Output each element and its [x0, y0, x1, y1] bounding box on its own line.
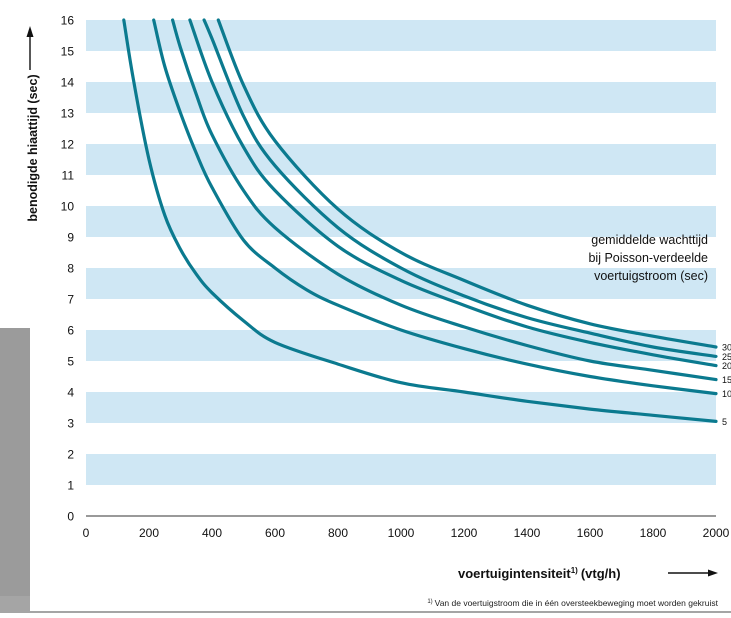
x-tick-label: 1600 — [577, 526, 604, 540]
legend-title-line-2: bij Poisson-verdeelde — [588, 251, 708, 265]
grid-band — [86, 144, 716, 175]
series-label-10: 10 — [722, 389, 731, 399]
series-label-30: 30 — [722, 343, 731, 353]
grid-band — [86, 268, 716, 299]
y-tick-label: 10 — [61, 200, 75, 214]
y-tick-label: 9 — [67, 231, 74, 245]
x-tick-label: 0 — [83, 526, 90, 540]
grid-band — [86, 82, 716, 113]
series-curve-10 — [152, 18, 718, 396]
y-tick-label: 16 — [61, 14, 75, 28]
series-label-20: 20 — [722, 361, 731, 371]
x-tick-label: 1000 — [388, 526, 415, 540]
grid-band — [86, 51, 716, 82]
grid-band — [86, 361, 716, 392]
footnote-mark: 1) — [427, 599, 432, 605]
x-tick-label: 1400 — [514, 526, 541, 540]
series-label-5: 5 — [722, 417, 727, 427]
grid-band — [86, 392, 716, 423]
footnote: 1) Van de voertuigstroom die in één overs… — [427, 598, 718, 608]
grid-band — [86, 330, 716, 361]
grid-band — [86, 423, 716, 454]
x-axis-arrow-icon — [708, 569, 718, 577]
grid-band — [86, 485, 716, 516]
y-tick-label: 13 — [61, 107, 75, 121]
x-tick-labels: 0 200 400 600 800 1000 1200 1400 1600 1800 2000 — [83, 526, 730, 540]
legend-title-line-3: voertuigstroom (sec) — [594, 269, 708, 283]
x-tick-label: 1800 — [640, 526, 667, 540]
x-tick-label: 200 — [139, 526, 159, 540]
series-curve-15 — [171, 18, 718, 382]
series-curve-30 — [216, 18, 718, 349]
x-axis-label-superscript: 1) — [571, 566, 578, 575]
y-tick-label: 7 — [67, 293, 74, 307]
y-tick-label: 5 — [67, 355, 74, 369]
x-axis-label-text: voertuigintensiteit — [458, 566, 571, 581]
series-curve-25 — [202, 18, 718, 358]
grid-band — [86, 113, 716, 144]
y-tick-label: 12 — [61, 138, 75, 152]
series-curve-20 — [188, 18, 718, 368]
y-tick-label: 15 — [61, 45, 75, 59]
series-label-15: 15 — [722, 375, 731, 385]
background-photo-left — [0, 328, 30, 610]
grid-band — [86, 206, 716, 237]
x-tick-label: 1200 — [451, 526, 478, 540]
y-tick-label: 6 — [67, 324, 74, 338]
y-tick-label: 3 — [67, 417, 74, 431]
grid-band — [86, 175, 716, 206]
y-tick-label: 11 — [62, 169, 75, 183]
legend-title-line-1: gemiddelde wachttijd — [591, 233, 708, 247]
y-tick-label: 14 — [61, 76, 75, 90]
x-tick-label: 2000 — [703, 526, 730, 540]
y-tick-label: 8 — [67, 262, 74, 276]
y-axis-arrow-icon — [26, 26, 34, 37]
grid-band — [86, 454, 716, 485]
series-curve-5 — [122, 18, 718, 423]
grid-bands — [86, 20, 716, 516]
x-tick-label: 400 — [202, 526, 222, 540]
y-axis-label: benodigde hiaattijd (sec) — [26, 74, 40, 221]
x-axis-label-unit: (vtg/h) — [581, 566, 621, 581]
y-tick-label: 2 — [67, 448, 74, 462]
legend-title: gemiddelde wachttijd bij Poisson-verdeel… — [588, 233, 708, 283]
y-tick-label: 1 — [67, 479, 74, 493]
x-axis-label: voertuigintensiteit1) (vtg/h) — [458, 566, 621, 581]
y-tick-label: 0 — [67, 510, 74, 524]
y-tick-label: 4 — [67, 386, 74, 400]
x-tick-label: 600 — [265, 526, 285, 540]
x-tick-label: 800 — [328, 526, 348, 540]
footnote-text: Van de voertuigstroom die in één overste… — [435, 598, 719, 608]
series-curves — [122, 18, 718, 423]
series-label-25: 25 — [722, 352, 731, 362]
